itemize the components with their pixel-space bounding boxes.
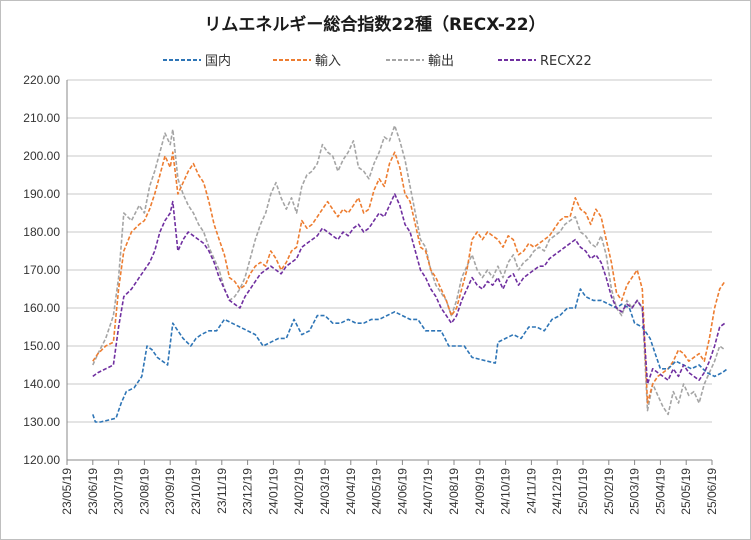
y-tick-label: 210.00 [23,111,60,125]
x-tick-label: 23/10/19 [189,468,203,515]
x-tick-label: 25/01/19 [576,468,590,515]
x-tick-label: 25/02/19 [602,468,616,515]
x-tick-label: 25/04/19 [653,468,667,515]
x-tick-label: 23/06/19 [86,468,100,515]
y-tick-label: 140.00 [23,377,60,391]
x-tick-label: 24/01/19 [266,468,280,515]
x-tick-label: 24/09/19 [473,468,487,515]
x-tick-label: 24/12/19 [550,468,564,515]
y-tick-label: 200.00 [23,149,60,163]
y-tick-label: 120.00 [23,453,60,467]
legend: 国内 輸入 輸出 RECX22 [163,53,592,69]
series-lines [92,124,728,423]
x-tick-label: 25/06/19 [705,468,719,515]
x-tick-label: 24/06/19 [395,468,409,515]
x-tick-label: 24/10/19 [499,468,513,515]
y-tick-label: 150.00 [23,339,60,353]
y-tick-label: 160.00 [23,301,60,315]
x-tick-label: 24/05/19 [370,468,384,515]
x-axis-ticks: 23/05/19 23/06/19 23/07/19 23/08/19 23/09/19… [60,460,719,515]
x-tick-label: 24/08/19 [447,468,461,515]
x-tick-label: 24/03/19 [318,468,332,515]
series-line-2 [92,151,726,404]
x-tick-label: 23/12/19 [241,468,255,515]
y-tick-label: 220.00 [23,73,60,87]
x-tick-label: 23/09/19 [163,468,177,515]
y-tick-label: 130.00 [23,415,60,429]
x-tick-label: 24/07/19 [421,468,435,515]
x-tick-label: 25/05/19 [679,468,693,515]
series-line-4 [92,193,726,385]
y-tick-label: 170.00 [23,263,60,277]
chart-title: リムエネルギー総合指数22種（RECX-22） [204,14,545,35]
y-tick-label: 180.00 [23,225,60,239]
legend-label: RECX22 [540,54,592,69]
legend-label: 国内 [205,53,231,69]
x-tick-label: 23/08/19 [137,468,151,515]
x-tick-label: 24/11/19 [524,468,538,514]
y-tick-label: 190.00 [23,187,60,201]
x-tick-label: 24/04/19 [344,468,358,515]
x-tick-label: 23/07/19 [112,468,126,515]
x-tick-label: 23/11/19 [215,468,229,514]
x-tick-label: 25/03/19 [628,468,642,515]
series-line-1 [92,288,728,423]
legend-label: 輸入 [315,54,341,69]
series-line-3 [92,124,726,416]
x-tick-label: 24/02/19 [292,468,306,515]
x-tick-label: 23/05/19 [60,468,74,515]
y-axis-ticks: 120.00 130.00 140.00 150.00 160.00 170.00 180.… [23,73,60,467]
legend-label: 輸出 [428,54,454,69]
